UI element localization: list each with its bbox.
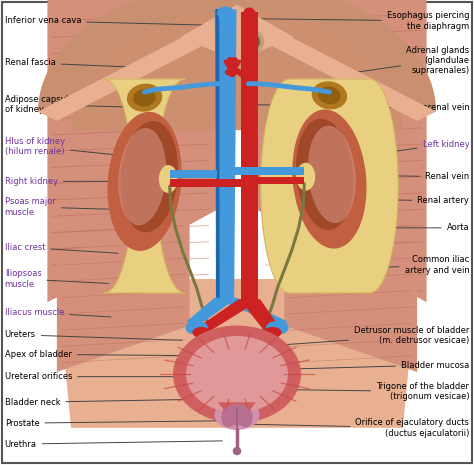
Text: Psoas major
muscle: Psoas major muscle: [5, 197, 109, 217]
Ellipse shape: [308, 126, 356, 223]
Text: Renal vein: Renal vein: [301, 172, 469, 181]
Polygon shape: [104, 79, 185, 293]
Ellipse shape: [250, 38, 257, 46]
Polygon shape: [57, 209, 190, 372]
Polygon shape: [256, 0, 427, 302]
Ellipse shape: [214, 400, 259, 430]
Polygon shape: [71, 9, 403, 130]
Polygon shape: [261, 79, 398, 293]
Ellipse shape: [192, 327, 210, 338]
Ellipse shape: [186, 336, 288, 413]
Ellipse shape: [127, 84, 162, 112]
Polygon shape: [216, 299, 287, 322]
Ellipse shape: [266, 321, 289, 335]
Text: Iliac crest: Iliac crest: [5, 243, 118, 253]
Text: Iliopsoas
muscle: Iliopsoas muscle: [5, 269, 109, 289]
Polygon shape: [241, 300, 282, 332]
Ellipse shape: [318, 86, 341, 104]
Polygon shape: [237, 9, 436, 121]
Polygon shape: [241, 12, 258, 302]
Ellipse shape: [217, 7, 234, 20]
Polygon shape: [258, 177, 304, 184]
Text: Prostate: Prostate: [5, 418, 218, 428]
Ellipse shape: [133, 89, 156, 106]
Ellipse shape: [264, 327, 282, 338]
Polygon shape: [170, 179, 241, 187]
Text: Detrusor muscle of bladder
(m. detrusor vesicae): Detrusor muscle of bladder (m. detrusor …: [283, 326, 469, 345]
Text: Urethra: Urethra: [5, 439, 222, 449]
Polygon shape: [218, 402, 256, 415]
Text: Orifice of ejaculatory ducts
(ductus ejaculatorii): Orifice of ejaculatory ducts (ductus eja…: [245, 418, 469, 438]
Ellipse shape: [243, 7, 256, 22]
Text: Common iliac
artery and vein: Common iliac artery and vein: [278, 255, 469, 275]
Text: Left kidney: Left kidney: [349, 140, 469, 158]
Ellipse shape: [296, 119, 354, 230]
Ellipse shape: [243, 30, 264, 53]
Ellipse shape: [312, 81, 347, 109]
Text: Adipose capsule
of kidney: Adipose capsule of kidney: [5, 95, 123, 114]
Text: Hlus of kidney
(hilum renale): Hlus of kidney (hilum renale): [5, 137, 144, 158]
Text: Aorta: Aorta: [263, 223, 469, 232]
Text: Suprarenal vein: Suprarenal vein: [254, 103, 469, 113]
Ellipse shape: [173, 326, 301, 423]
Text: Trigone of the bladder
(trigonum vesicae): Trigone of the bladder (trigonum vesicae…: [259, 382, 469, 401]
Ellipse shape: [238, 410, 253, 427]
Text: Bladder neck: Bladder neck: [5, 398, 215, 407]
Polygon shape: [284, 209, 417, 372]
Ellipse shape: [185, 321, 208, 335]
Ellipse shape: [221, 410, 236, 427]
Text: Renal artery: Renal artery: [273, 196, 469, 206]
Polygon shape: [192, 300, 259, 332]
Text: Right kidney: Right kidney: [5, 177, 125, 186]
Text: Ureteral orifices: Ureteral orifices: [5, 372, 196, 381]
Ellipse shape: [292, 109, 366, 249]
Text: Inferior vena cava: Inferior vena cava: [5, 16, 222, 26]
Ellipse shape: [120, 121, 178, 232]
Ellipse shape: [247, 34, 260, 49]
Ellipse shape: [221, 405, 252, 425]
Polygon shape: [180, 5, 294, 60]
Ellipse shape: [108, 112, 182, 251]
Ellipse shape: [118, 128, 166, 226]
Ellipse shape: [159, 165, 178, 193]
Text: Adrenal glands
(glandulae
suprarenales): Adrenal glands (glandulae suprarenales): [344, 46, 469, 75]
Polygon shape: [38, 0, 436, 112]
Polygon shape: [38, 9, 237, 121]
Polygon shape: [234, 167, 304, 175]
Ellipse shape: [296, 163, 315, 191]
Polygon shape: [47, 0, 218, 302]
Polygon shape: [187, 299, 235, 322]
Ellipse shape: [233, 447, 241, 455]
Text: Esophagus piercing
the diaphragm: Esophagus piercing the diaphragm: [247, 11, 469, 31]
Ellipse shape: [219, 7, 232, 26]
Text: Iliacus muscle: Iliacus muscle: [5, 308, 111, 317]
Text: Apex of bladder: Apex of bladder: [5, 350, 196, 359]
Polygon shape: [57, 279, 417, 428]
Polygon shape: [170, 170, 217, 178]
Text: Ureters: Ureters: [5, 330, 182, 340]
Text: Bladder mucosa: Bladder mucosa: [271, 360, 469, 370]
Text: Renal fascia: Renal fascia: [5, 58, 137, 67]
Polygon shape: [215, 9, 237, 300]
